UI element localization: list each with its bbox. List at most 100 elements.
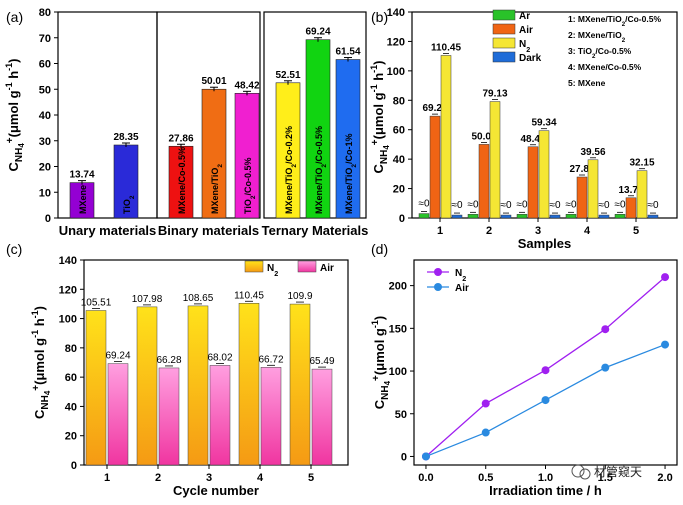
y-tick-label: 70 <box>39 33 51 45</box>
x-tick-label: 2 <box>486 225 492 237</box>
bar <box>549 214 561 219</box>
plot-frame <box>413 259 678 466</box>
x-tick-label: 3 <box>206 472 212 484</box>
group-label: Ternary Materials <box>262 223 369 238</box>
bar <box>538 130 550 219</box>
y-tick-label: 40 <box>393 154 405 166</box>
data-point <box>661 273 670 282</box>
y-tick-label: 0 <box>401 451 407 463</box>
bar <box>335 59 361 219</box>
data-label: 48.42 <box>234 80 259 91</box>
y-tick-label: 10 <box>39 187 51 199</box>
bar <box>598 214 610 219</box>
y-tick-label: 80 <box>393 95 405 107</box>
y-tick-label: 50 <box>39 84 51 96</box>
data-label: 65.49 <box>309 356 334 367</box>
bar-inner-label: MXene/Co-0.5% <box>177 147 187 214</box>
y-tick-label: 20 <box>393 184 405 196</box>
bar <box>440 55 452 219</box>
y-tick-label: 30 <box>39 136 51 148</box>
sample-key-entry: 1: MXene/TiO2/Co-0.5% <box>568 14 661 28</box>
data-label: ≈0 <box>451 200 462 211</box>
y-tick-label: 20 <box>39 162 51 174</box>
data-label: 27.86 <box>168 133 193 144</box>
bar <box>136 306 158 466</box>
legend-marker <box>434 283 442 291</box>
bar <box>275 82 301 219</box>
bar <box>489 101 501 219</box>
panel-label: (a) <box>6 9 23 25</box>
bar <box>311 368 333 466</box>
x-tick-label: 3 <box>535 225 541 237</box>
y-tick-label: 60 <box>393 125 405 137</box>
x-tick-label: 2.0 <box>657 472 672 484</box>
legend-label: Ar <box>519 11 530 22</box>
legend-label: Air <box>519 25 533 36</box>
bar <box>69 182 95 219</box>
y-tick-label: 20 <box>65 431 77 443</box>
legend-swatch <box>244 260 264 273</box>
bar <box>260 367 282 466</box>
bar <box>516 214 528 219</box>
legend-label: N2 <box>455 268 466 283</box>
y-axis-label: CNH4+(μmol g-1 h-1) <box>30 306 52 419</box>
data-label: 110.45 <box>431 42 461 53</box>
y-tick-label: 60 <box>65 372 77 384</box>
data-label: 79.13 <box>482 89 507 100</box>
data-label: 110.45 <box>234 290 264 301</box>
legend-swatch <box>297 260 317 273</box>
bar <box>636 170 648 219</box>
bar <box>587 159 599 219</box>
wechat-icon-bubble <box>579 468 591 480</box>
bar-inner-label: MXene/TiO2/Co-1% <box>344 134 358 214</box>
bar <box>234 93 260 219</box>
sample-key-entry: 4: MXene/Co-0.5% <box>568 62 642 72</box>
bar <box>158 367 180 466</box>
bar-inner-label: MXene/TiO2/Co-0.5% <box>314 126 328 214</box>
data-label: ≈0 <box>614 199 625 210</box>
x-axis-label: Samples <box>518 236 571 251</box>
sample-key-entry: 3: TiO2/Co-0.5% <box>568 46 632 60</box>
data-label: 69.24 <box>305 27 330 38</box>
data-label: 66.72 <box>258 354 283 365</box>
legend-label: N2 <box>267 263 278 278</box>
data-point <box>481 428 490 437</box>
bar <box>451 214 463 219</box>
y-axis-label: CNH4+(μmol g-1 h-1) <box>369 60 391 173</box>
y-tick-label: 120 <box>59 284 77 296</box>
data-label: 69.24 <box>105 351 130 362</box>
data-label: 69.24 <box>422 103 447 114</box>
legend-swatch <box>492 51 516 63</box>
bar-inner-label: TiO2/Co-0.5% <box>243 158 257 214</box>
y-tick-label: 100 <box>387 66 405 78</box>
legend-label: Air <box>320 263 334 274</box>
data-point <box>661 340 670 349</box>
panel-d: (d) 0 50 100 150 200 0.0 0.5 1.0 1.5 2.0 CNH4+(μmol… <box>370 241 678 498</box>
x-axis-label: Irradiation time / h <box>489 483 602 498</box>
bar <box>625 197 637 219</box>
y-tick-label: 120 <box>387 36 405 48</box>
y-tick-label: 200 <box>389 281 407 293</box>
bar <box>565 214 577 219</box>
y-tick-label: 100 <box>59 314 77 326</box>
panel-label: (b) <box>371 9 388 25</box>
watermark-text: 材管窥天 <box>594 464 642 479</box>
y-tick-label: 150 <box>389 323 407 335</box>
data-label: 32.15 <box>629 158 654 169</box>
x-tick-label: 5 <box>633 225 639 237</box>
y-tick-label: 0 <box>45 213 51 225</box>
panel-label: (c) <box>6 241 22 257</box>
data-point <box>601 363 610 372</box>
bar-inner-label: MXene/TiO2 <box>210 164 224 214</box>
y-tick-label: 140 <box>387 7 405 19</box>
data-label: 52.51 <box>275 70 300 81</box>
data-label: ≈0 <box>549 200 560 211</box>
data-label: 66.28 <box>156 355 181 366</box>
x-tick-label: 0.5 <box>478 472 493 484</box>
wechat-icon <box>571 464 585 478</box>
data-point <box>601 325 610 334</box>
legend-swatch <box>492 9 516 21</box>
data-label: ≈0 <box>418 199 429 210</box>
sample-key-entry: 5: MXene <box>568 78 606 88</box>
data-label: 50.01 <box>201 76 226 87</box>
